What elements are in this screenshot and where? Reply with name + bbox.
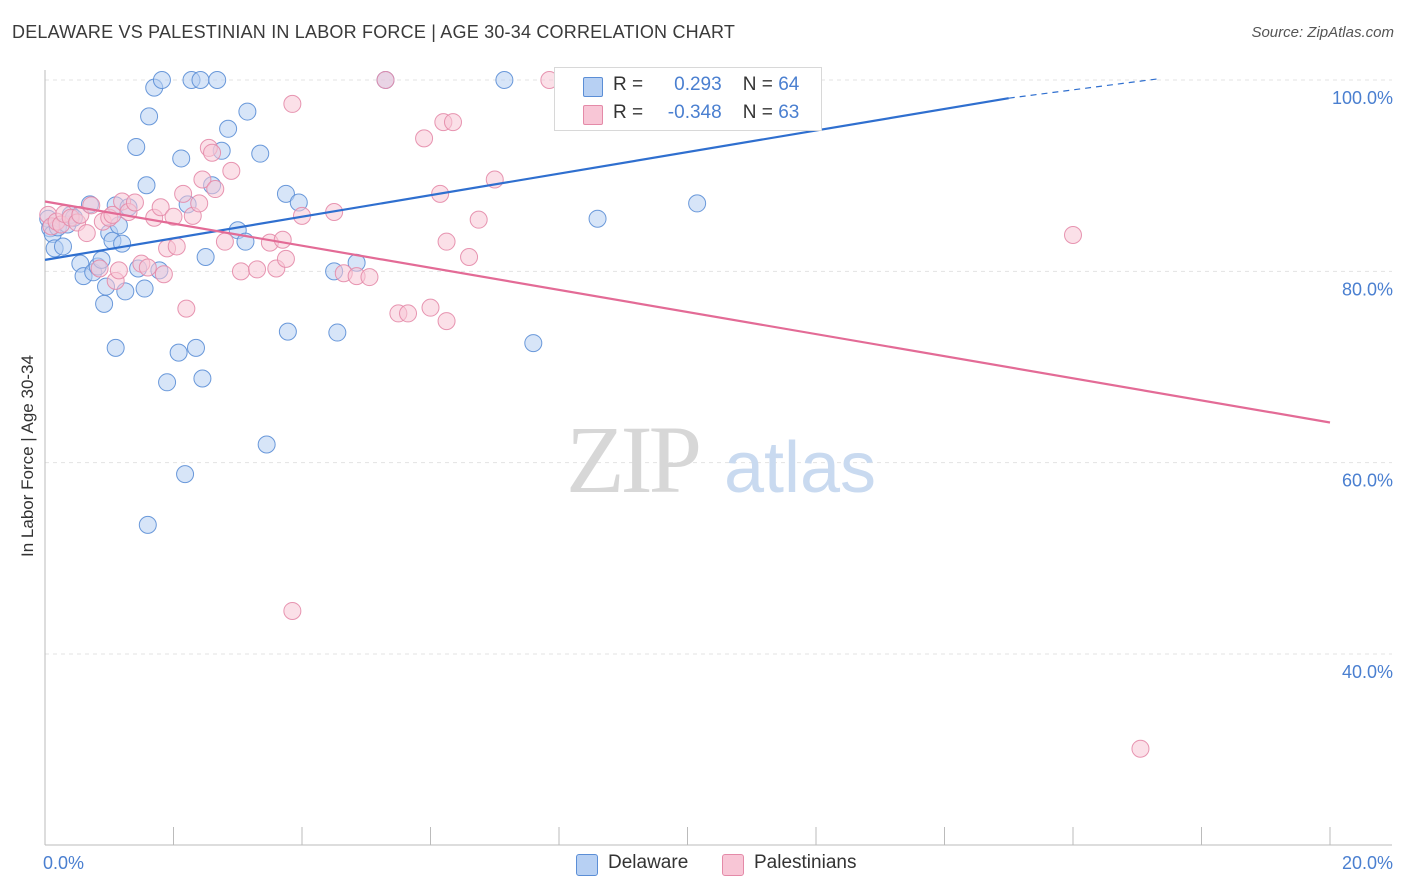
palestinians-legend-label: Palestinians [754, 852, 857, 873]
palestinian-point [460, 247, 479, 266]
delaware-point [524, 334, 543, 353]
palestinian-point [283, 94, 302, 113]
r-label: R = [613, 74, 644, 95]
delaware-n-value: 64 [778, 74, 800, 95]
palestinian-point [174, 184, 193, 203]
tick-labels: 40.0% 60.0% 80.0% 100.0% 0.0% 20.0% [43, 88, 1393, 873]
delaware-point [135, 279, 154, 298]
palestinian-point [360, 268, 379, 287]
trend-lines [44, 78, 1331, 424]
palestinian-point [151, 198, 170, 217]
grid-lines [45, 79, 1392, 655]
delaware-point [176, 465, 195, 484]
x-tick-label-min: 0.0% [43, 853, 84, 873]
palestinian-point [193, 170, 212, 189]
delaware-point [169, 343, 188, 362]
source-label: Source: ZipAtlas.com [1251, 24, 1394, 41]
axes [44, 70, 1392, 846]
delaware-point [137, 176, 156, 195]
delaware-point [191, 71, 210, 89]
data-points [39, 71, 1150, 758]
palestinians-swatch [583, 105, 603, 125]
correlation-legend: R = 0.293 N = 64 R = -0.348 N = 63 [554, 67, 822, 131]
delaware-point [106, 338, 125, 357]
palestinian-trend-line [44, 200, 1331, 424]
palestinian-point [231, 262, 250, 281]
palestinian-point [222, 161, 241, 180]
r-label: R = [613, 102, 644, 123]
delaware-point [208, 71, 227, 89]
delaware-point [276, 184, 295, 203]
delaware-point [238, 102, 257, 121]
delaware-point [193, 369, 212, 388]
delaware-point [328, 323, 347, 342]
palestinian-point [248, 260, 267, 279]
palestinian-point [437, 232, 456, 251]
delaware-swatch [583, 77, 603, 97]
delaware-point [688, 194, 707, 213]
palestinian-point [421, 298, 440, 317]
delaware-trend-extension [1008, 78, 1157, 99]
delaware-point [588, 209, 607, 228]
delaware-point [138, 515, 157, 534]
palestinian-point [164, 207, 183, 226]
delaware-point [278, 322, 297, 341]
delaware-r-value: 0.293 [674, 74, 722, 95]
delaware-point [257, 435, 276, 454]
delaware-point [251, 144, 270, 163]
delaware-point [219, 119, 238, 138]
palestinians-legend-swatch [722, 854, 744, 876]
palestinian-point [399, 304, 418, 323]
delaware-point [140, 107, 159, 126]
palestinian-point [415, 129, 434, 148]
palestinian-point [1064, 225, 1082, 244]
palestinian-point [138, 258, 157, 277]
palestinian-point [283, 601, 302, 620]
delaware-trend-line [44, 97, 1009, 261]
palestinian-point [109, 261, 128, 280]
delaware-point [172, 149, 191, 168]
delaware-point [158, 373, 177, 392]
palestinian-point [443, 113, 462, 132]
delaware-point [53, 237, 72, 256]
chart-title: DELAWARE VS PALESTINIAN IN LABOR FORCE |… [12, 22, 736, 42]
palestinian-point [190, 194, 209, 213]
palestinian-point [203, 143, 222, 162]
palestinians-n-value: 63 [778, 102, 800, 123]
delaware-point [127, 137, 146, 156]
palestinian-point [276, 249, 295, 268]
palestinian-point [125, 193, 144, 212]
y-tick-label: 60.0% [1342, 471, 1393, 491]
palestinian-point [1131, 739, 1150, 758]
x-tick-label-max: 20.0% [1342, 853, 1393, 873]
palestinian-point [154, 265, 173, 284]
delaware-point [113, 234, 132, 253]
delaware-legend-label: Delaware [608, 852, 689, 873]
watermark-zip: ZIP [566, 406, 699, 513]
palestinian-point [206, 180, 225, 199]
palestinian-point [215, 232, 234, 251]
y-tick-label: 40.0% [1342, 662, 1393, 682]
n-label: N = [742, 102, 773, 123]
palestinian-point [177, 299, 196, 318]
palestinian-point [437, 312, 456, 331]
palestinian-point [273, 230, 292, 249]
palestinian-point [376, 71, 395, 89]
palestinian-point [469, 210, 488, 229]
palestinian-point [167, 237, 186, 256]
delaware-point [495, 71, 514, 89]
y-tick-label: 80.0% [1342, 279, 1393, 299]
palestinians-r-value: -0.348 [667, 102, 722, 123]
delaware-point [152, 71, 171, 89]
n-label: N = [742, 74, 773, 95]
delaware-point [95, 294, 114, 313]
palestinian-point [77, 224, 96, 243]
y-tick-label: 100.0% [1332, 88, 1393, 108]
watermark-atlas: atlas [724, 428, 876, 508]
palestinian-point [90, 259, 109, 278]
delaware-legend-swatch [576, 854, 598, 876]
delaware-point [196, 247, 215, 266]
delaware-point [186, 338, 205, 357]
